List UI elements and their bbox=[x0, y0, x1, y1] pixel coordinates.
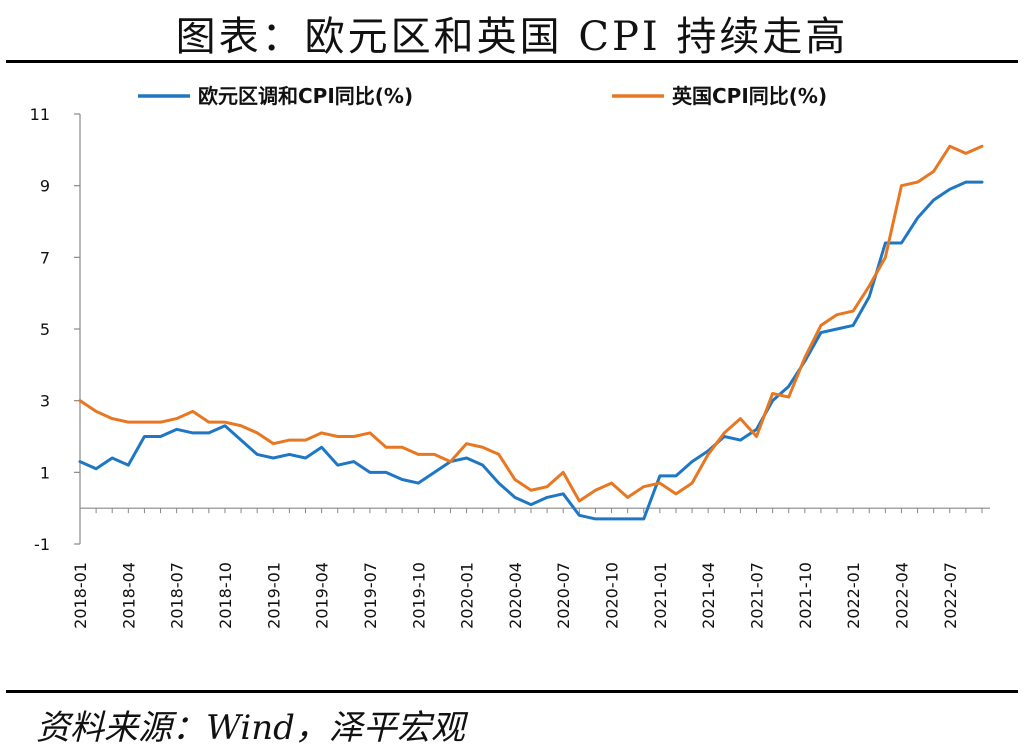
series-line-uk bbox=[78, 144, 984, 503]
chart-svg: 欧元区调和CPI同比(%) 英国CPI同比(%) -1 1 3 5 7 9 11 2018-01… bbox=[30, 84, 990, 629]
y-tick-label: 9 bbox=[40, 177, 50, 196]
y-tick-label: 7 bbox=[40, 248, 50, 267]
legend-label: 英国CPI同比(%) bbox=[672, 84, 827, 108]
x-tick-label: 2021-01 bbox=[651, 562, 670, 629]
legend: 欧元区调和CPI同比(%) 英国CPI同比(%) bbox=[138, 84, 827, 108]
x-tick-label: 2021-10 bbox=[796, 562, 815, 629]
x-tick-label: 2022-07 bbox=[941, 562, 960, 629]
x-tick-label: 2018-04 bbox=[119, 562, 138, 629]
bottom-rule bbox=[6, 690, 1018, 693]
y-tick-label: 11 bbox=[30, 105, 50, 124]
x-tick-label: 2021-07 bbox=[748, 562, 767, 629]
x-tick-label: 2020-04 bbox=[506, 562, 525, 629]
x-tick-label: 2020-01 bbox=[458, 562, 477, 629]
y-tick-label: 3 bbox=[40, 392, 50, 411]
y-tick-label: -1 bbox=[34, 535, 50, 554]
x-tick-label: 2018-01 bbox=[71, 562, 90, 629]
y-tick-label: 1 bbox=[40, 463, 50, 482]
x-tick-label: 2019-10 bbox=[409, 562, 428, 629]
top-rule bbox=[6, 60, 1018, 63]
series-line-eurozone bbox=[78, 180, 984, 521]
chart-title: 图表：欧元区和英国 CPI 持续走高 bbox=[175, 14, 849, 60]
x-tick-label: 2018-10 bbox=[216, 562, 235, 629]
series-group bbox=[78, 144, 984, 521]
x-tick-label: 2019-07 bbox=[361, 562, 380, 629]
x-tick-label: 2018-07 bbox=[168, 562, 187, 629]
x-tick-label: 2022-01 bbox=[844, 562, 863, 629]
x-tick-label: 2022-04 bbox=[892, 562, 911, 629]
source-note: 资料来源：Wind，泽平宏观 bbox=[36, 708, 465, 748]
x-tick-label: 2020-07 bbox=[554, 562, 573, 629]
axes: -1 1 3 5 7 9 11 2018-01 2018-04 2018-07 2018-10 201… bbox=[30, 105, 990, 629]
x-tick-label: 2019-01 bbox=[264, 562, 283, 629]
x-tick-label: 2020-10 bbox=[603, 562, 622, 629]
x-tick-label: 2019-04 bbox=[313, 562, 332, 629]
x-tick-label: 2021-04 bbox=[699, 562, 718, 629]
y-tick-label: 5 bbox=[40, 320, 50, 339]
legend-label: 欧元区调和CPI同比(%) bbox=[198, 84, 413, 108]
